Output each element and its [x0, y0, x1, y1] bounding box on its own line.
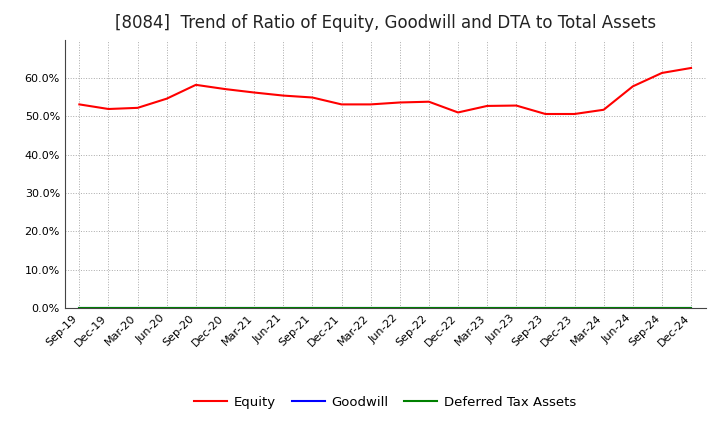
Legend: Equity, Goodwill, Deferred Tax Assets: Equity, Goodwill, Deferred Tax Assets: [189, 391, 582, 414]
Deferred Tax Assets: [629, 305, 637, 311]
Equity: [454, 110, 462, 115]
Equity: [308, 95, 317, 100]
Title: [8084]  Trend of Ratio of Equity, Goodwill and DTA to Total Assets: [8084] Trend of Ratio of Equity, Goodwil…: [114, 15, 656, 33]
Deferred Tax Assets: [570, 305, 579, 311]
Goodwill: [570, 305, 579, 311]
Goodwill: [454, 305, 462, 311]
Deferred Tax Assets: [395, 305, 404, 311]
Equity: [483, 103, 492, 109]
Goodwill: [541, 305, 550, 311]
Deferred Tax Assets: [425, 305, 433, 311]
Goodwill: [512, 305, 521, 311]
Equity: [687, 65, 696, 70]
Equity: [512, 103, 521, 108]
Deferred Tax Assets: [687, 305, 696, 311]
Equity: [599, 107, 608, 112]
Goodwill: [599, 305, 608, 311]
Goodwill: [483, 305, 492, 311]
Goodwill: [250, 305, 258, 311]
Deferred Tax Assets: [512, 305, 521, 311]
Deferred Tax Assets: [366, 305, 375, 311]
Equity: [629, 84, 637, 89]
Deferred Tax Assets: [337, 305, 346, 311]
Goodwill: [629, 305, 637, 311]
Deferred Tax Assets: [220, 305, 229, 311]
Goodwill: [687, 305, 696, 311]
Deferred Tax Assets: [599, 305, 608, 311]
Deferred Tax Assets: [657, 305, 666, 311]
Equity: [192, 82, 200, 88]
Goodwill: [308, 305, 317, 311]
Deferred Tax Assets: [308, 305, 317, 311]
Deferred Tax Assets: [541, 305, 550, 311]
Equity: [425, 99, 433, 104]
Goodwill: [192, 305, 200, 311]
Line: Equity: Equity: [79, 68, 691, 114]
Goodwill: [104, 305, 113, 311]
Equity: [220, 86, 229, 92]
Equity: [337, 102, 346, 107]
Equity: [250, 90, 258, 95]
Equity: [163, 96, 171, 101]
Goodwill: [425, 305, 433, 311]
Equity: [366, 102, 375, 107]
Equity: [570, 111, 579, 117]
Equity: [133, 105, 142, 110]
Goodwill: [366, 305, 375, 311]
Deferred Tax Assets: [250, 305, 258, 311]
Goodwill: [279, 305, 287, 311]
Equity: [657, 70, 666, 76]
Deferred Tax Assets: [163, 305, 171, 311]
Deferred Tax Assets: [454, 305, 462, 311]
Deferred Tax Assets: [75, 305, 84, 311]
Deferred Tax Assets: [279, 305, 287, 311]
Goodwill: [395, 305, 404, 311]
Equity: [104, 106, 113, 112]
Deferred Tax Assets: [483, 305, 492, 311]
Deferred Tax Assets: [104, 305, 113, 311]
Equity: [279, 93, 287, 98]
Equity: [75, 102, 84, 107]
Deferred Tax Assets: [133, 305, 142, 311]
Goodwill: [337, 305, 346, 311]
Goodwill: [163, 305, 171, 311]
Goodwill: [75, 305, 84, 311]
Equity: [541, 111, 550, 117]
Equity: [395, 100, 404, 105]
Goodwill: [133, 305, 142, 311]
Goodwill: [657, 305, 666, 311]
Goodwill: [220, 305, 229, 311]
Deferred Tax Assets: [192, 305, 200, 311]
